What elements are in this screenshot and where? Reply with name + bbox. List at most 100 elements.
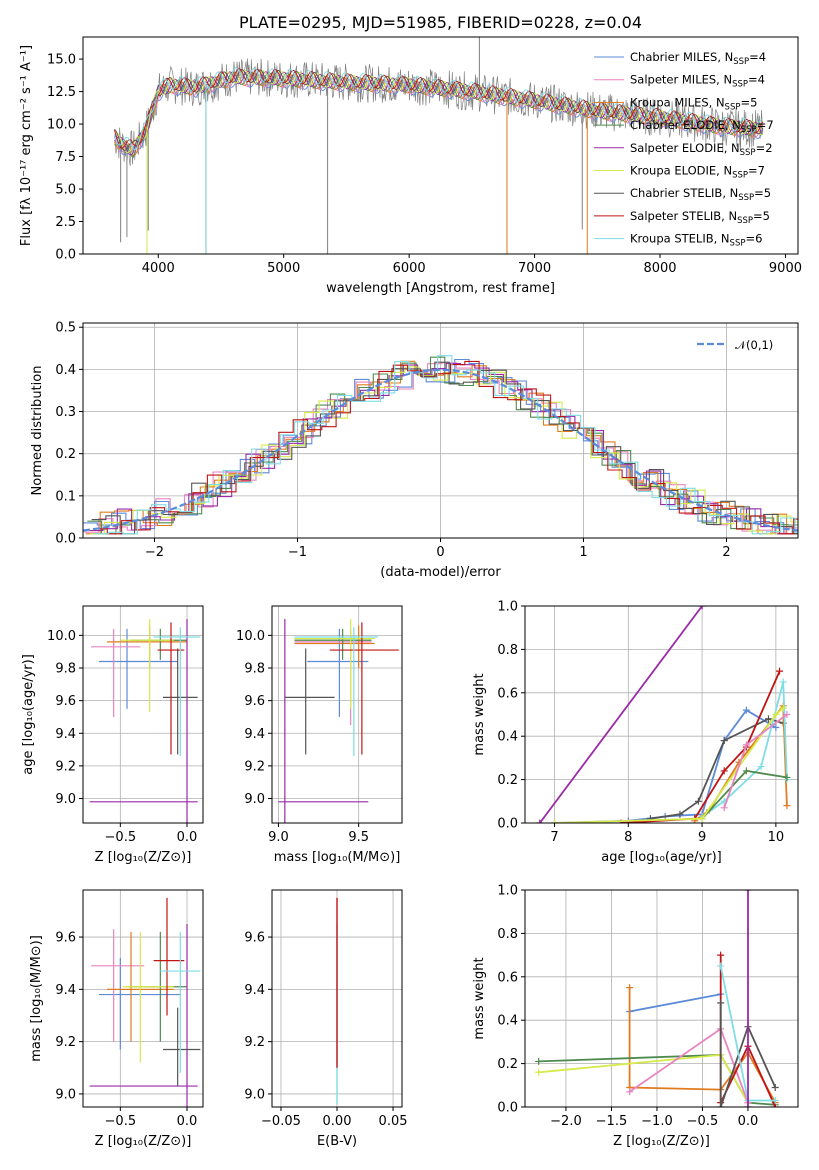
legend-label: Chabrier STELIB, NSSP=5 xyxy=(630,186,771,203)
x-tick-label: 5000 xyxy=(267,261,300,276)
y-tick-label: 0.2 xyxy=(497,1057,518,1072)
model-spectrum-line xyxy=(114,69,764,154)
legend: Chabrier MILES, NSSP=4 Salpeter MILES, NS… xyxy=(594,50,774,249)
series-marker xyxy=(771,1096,779,1104)
plot-area xyxy=(89,619,201,823)
y-tick-label: 1.0 xyxy=(497,884,518,899)
histogram-series xyxy=(93,360,798,535)
y-tick-label: 9.2 xyxy=(55,759,76,774)
x-tick-label: −2 xyxy=(145,545,164,560)
series-marker xyxy=(757,763,765,771)
y-tick-label: 9.0 xyxy=(244,792,265,807)
series-marker xyxy=(742,741,750,749)
series-marker xyxy=(779,678,787,686)
y-tick-label: 9.6 xyxy=(244,931,265,946)
x-tick-label: 8000 xyxy=(643,261,676,276)
y-tick-label: 9.4 xyxy=(244,983,265,998)
y-tick-label: 9.6 xyxy=(55,694,76,709)
series-marker xyxy=(626,984,634,992)
legend-label: Chabrier MILES, NSSP=4 xyxy=(630,50,766,67)
x-axis-label: Z [log₁₀(Z/Z⊙)] xyxy=(613,1134,710,1149)
series-marker xyxy=(779,704,787,712)
series-line xyxy=(629,1027,749,1104)
y-tick-label: 9.6 xyxy=(55,931,76,946)
x-tick-label: 0 xyxy=(436,545,444,560)
y-tick-label: 9.2 xyxy=(55,1035,76,1050)
x-tick-label: 0.05 xyxy=(379,1114,408,1129)
y-tick-label: 0.8 xyxy=(497,927,518,942)
y-tick-label: 0.4 xyxy=(497,1014,518,1029)
series-marker xyxy=(771,1083,779,1091)
legend-label: Salpeter MILES, NSSP=4 xyxy=(630,73,765,90)
y-tick-label: 0.0 xyxy=(55,532,76,547)
series-marker xyxy=(744,1103,752,1107)
series-marker xyxy=(717,951,725,959)
series-marker xyxy=(698,606,706,610)
y-axis-label: mass [log₁₀(M/M⊙)] xyxy=(29,935,44,1062)
y-tick-label: 9.0 xyxy=(244,1087,265,1102)
series-marker xyxy=(783,802,791,810)
x-tick-label: −1.0 xyxy=(641,1114,673,1129)
y-tick-label: 0.6 xyxy=(497,686,518,701)
series-marker xyxy=(694,797,702,805)
y-tick-label: 9.4 xyxy=(55,983,76,998)
chart-title: PLATE=0295, MJD=51985, FIBERID=0228, z=0… xyxy=(239,13,642,32)
series-marker xyxy=(764,715,772,723)
y-tick-label: 0.2 xyxy=(55,447,76,462)
legend-label: Kroupa STELIB, NSSP=6 xyxy=(630,232,762,249)
y-tick-label: 9.4 xyxy=(244,727,265,742)
series-line xyxy=(539,606,703,823)
y-tick-label: 7.5 xyxy=(55,150,76,165)
y-axis-label: mass weight xyxy=(472,673,487,755)
series-marker xyxy=(717,962,725,970)
series-marker xyxy=(776,667,784,675)
y-tick-label: 9.6 xyxy=(244,694,265,709)
model-spectrum-line xyxy=(114,70,764,156)
histogram-series xyxy=(88,363,798,535)
series-line xyxy=(538,1053,749,1104)
plot-area xyxy=(113,37,764,254)
series-marker xyxy=(551,819,559,823)
y-tick-label: 9.0 xyxy=(55,1087,76,1102)
model-spectrum-line xyxy=(113,67,764,151)
y-tick-label: 2.5 xyxy=(55,215,76,230)
legend-label: 𝒩(0,1) xyxy=(735,338,773,352)
axes-frame xyxy=(271,605,403,824)
mass-vs-ebv-panel: −0.05 0.00 0.05 9.0 9.2 9.4 9.6 E(B-V) xyxy=(244,889,408,1149)
plot-area xyxy=(83,355,798,535)
series-marker xyxy=(771,1103,779,1107)
y-tick-label: 10.0 xyxy=(47,118,76,133)
x-tick-label: 10 xyxy=(768,830,785,845)
y-axis-label: age [log₁₀(age/yr)] xyxy=(21,654,36,775)
y-tick-label: 0.8 xyxy=(497,643,518,658)
y-axis-label: mass weight xyxy=(472,957,487,1039)
x-tick-label: 0.00 xyxy=(323,1114,352,1129)
histogram-series xyxy=(84,362,798,534)
x-tick-label: 8 xyxy=(624,830,632,845)
y-tick-label: 10.0 xyxy=(47,629,76,644)
x-tick-label: −0.5 xyxy=(687,1114,719,1129)
y-tick-label: 9.8 xyxy=(244,662,265,677)
plot-area xyxy=(89,897,201,1107)
x-tick-label: −0.05 xyxy=(261,1114,301,1129)
y-axis-label: Normed distribution xyxy=(30,366,45,496)
histogram-series xyxy=(91,361,798,535)
series-marker xyxy=(742,706,750,714)
x-tick-label: 9 xyxy=(698,830,706,845)
series-marker xyxy=(717,1103,725,1107)
y-tick-label: 9.0 xyxy=(55,792,76,807)
axes-frame xyxy=(524,605,799,824)
x-tick-label: 0.0 xyxy=(738,1114,759,1129)
series-marker xyxy=(772,724,780,732)
y-tick-label: 0.0 xyxy=(55,248,76,263)
axes-frame xyxy=(82,605,204,824)
x-axis-label: (data-model)/error xyxy=(380,565,501,580)
x-tick-label: 7000 xyxy=(518,261,551,276)
series-marker xyxy=(742,767,750,775)
series-line xyxy=(719,1002,777,1107)
legend-label: Salpeter STELIB, NSSP=5 xyxy=(630,209,770,226)
y-tick-label: 0.4 xyxy=(55,363,76,378)
series-line xyxy=(620,670,781,823)
weight-vs-Z-panel: −2.0 −1.5 −1.0 −0.5 0.0 0.0 0.2 0.4 0.6 0.8 1.0 Z [… xyxy=(472,884,799,1149)
x-tick-label: 0.0 xyxy=(177,830,198,845)
